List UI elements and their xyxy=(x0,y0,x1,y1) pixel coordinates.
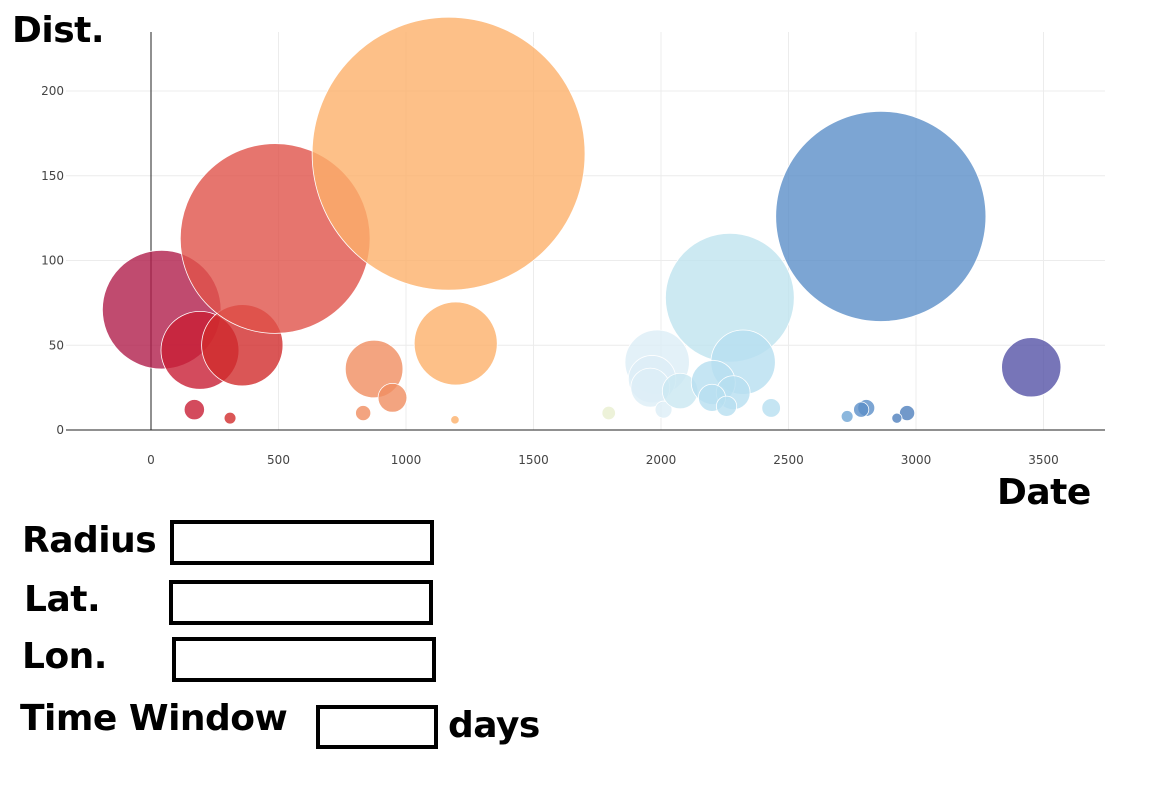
radius-label: Radius xyxy=(22,520,157,561)
data-bubble xyxy=(311,16,586,291)
lon-label: Lon. xyxy=(22,636,107,677)
data-bubble xyxy=(715,395,738,417)
time-window-unit: days xyxy=(448,705,540,746)
y-tick-label: 100 xyxy=(41,254,64,268)
chart-tick-labels: 0 500 1000 1500 2000 2500 3000 3500 0 50 100 150 200 xyxy=(41,84,1059,467)
data-bubble xyxy=(775,110,987,322)
x-tick-label: 500 xyxy=(267,453,290,467)
chart-bubbles xyxy=(101,16,1062,425)
data-bubble xyxy=(761,398,781,418)
data-bubble xyxy=(377,382,408,413)
bubble-chart: 0 500 1000 1500 2000 2500 3000 3500 0 50 100 150 200 xyxy=(41,16,1105,467)
data-bubble xyxy=(840,410,854,423)
x-tick-label: 0 xyxy=(147,453,155,467)
lat-label: Lat. xyxy=(24,579,101,620)
data-bubble xyxy=(223,411,237,425)
lat-input[interactable] xyxy=(169,580,433,625)
data-bubble xyxy=(853,401,870,418)
radius-input[interactable] xyxy=(170,520,434,565)
x-axis-title: Date xyxy=(997,472,1091,513)
y-tick-label: 0 xyxy=(56,423,64,437)
data-bubble xyxy=(450,415,460,425)
x-tick-label: 3000 xyxy=(901,453,932,467)
x-tick-label: 2500 xyxy=(773,453,804,467)
data-bubble xyxy=(183,399,205,421)
x-tick-label: 3500 xyxy=(1028,453,1059,467)
data-bubble xyxy=(1001,337,1062,398)
x-tick-label: 1000 xyxy=(391,453,422,467)
time-window-label: Time Window xyxy=(20,698,288,739)
data-bubble xyxy=(891,412,903,424)
y-tick-label: 200 xyxy=(41,84,64,98)
data-bubble xyxy=(413,301,498,386)
data-bubble xyxy=(601,405,616,421)
y-tick-label: 150 xyxy=(41,169,64,183)
time-window-input[interactable] xyxy=(316,705,438,749)
x-tick-label: 2000 xyxy=(646,453,677,467)
lon-input[interactable] xyxy=(172,637,436,682)
y-axis-title: Dist. xyxy=(12,10,105,51)
data-bubble xyxy=(899,405,916,422)
data-bubble xyxy=(355,405,372,422)
x-tick-label: 1500 xyxy=(518,453,549,467)
data-bubble xyxy=(654,400,673,419)
y-tick-label: 50 xyxy=(49,338,64,352)
data-bubble xyxy=(344,339,404,399)
